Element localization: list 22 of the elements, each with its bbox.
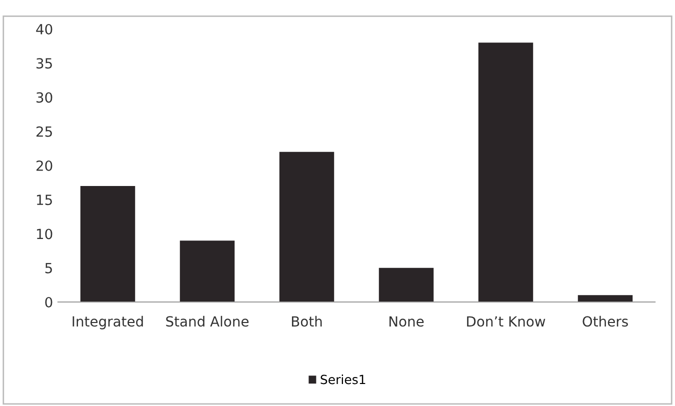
x-tick-label: Stand Alone bbox=[166, 316, 249, 327]
bar bbox=[80, 186, 136, 302]
bar bbox=[578, 295, 633, 302]
y-tick-label: 30 bbox=[36, 92, 52, 103]
y-tick-label: 0 bbox=[45, 296, 52, 308]
y-tick-label: 25 bbox=[36, 126, 52, 137]
bar bbox=[478, 42, 534, 302]
bar bbox=[180, 240, 235, 302]
x-tick-label: Others bbox=[582, 316, 628, 327]
x-tick-label: Don’t Know bbox=[467, 316, 546, 327]
legend-label: Series1 bbox=[320, 374, 366, 384]
y-tick-label: 10 bbox=[36, 228, 52, 240]
x-tick-label: Both bbox=[292, 316, 322, 327]
y-tick-label: 35 bbox=[36, 58, 52, 69]
bar bbox=[279, 152, 334, 302]
y-tick-label: 5 bbox=[45, 263, 52, 274]
y-tick-label: 40 bbox=[36, 24, 52, 34]
x-tick-label: Integrated bbox=[72, 316, 143, 330]
x-tick-label: None bbox=[389, 316, 424, 327]
y-tick-label: 15 bbox=[36, 194, 52, 206]
y-tick-label: 20 bbox=[36, 160, 52, 171]
bar bbox=[378, 268, 434, 302]
